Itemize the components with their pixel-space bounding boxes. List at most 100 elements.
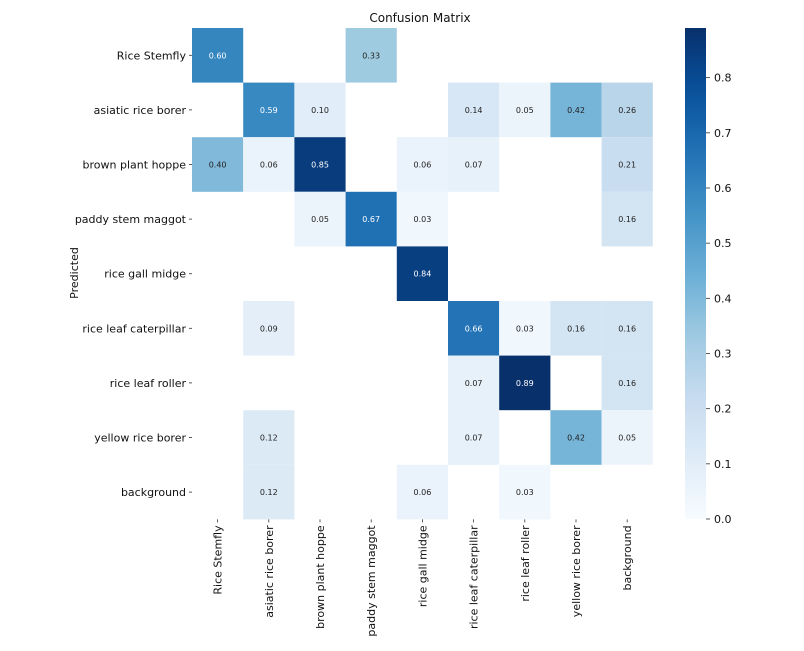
cell-value-label: 0.03 [516,324,534,333]
cell-value-label: 0.42 [567,106,585,115]
heatmap-cell [550,410,602,465]
cell-value-label: 0.06 [413,488,431,497]
heatmap-cell [550,82,602,138]
y-axis-label: Predicted [68,247,81,299]
heatmap-cell [499,301,551,356]
cell-value-label: 0.12 [260,434,278,443]
heatmap-cell [294,191,346,247]
x-tick-label: brown plant hoppe [314,525,327,629]
x-tick-labels: Rice Stemfly asiatic rice borer brown plan… [212,519,634,637]
y-tick-labels: Rice Stemfly asiatic rice borer brown plan… [75,49,192,499]
heatmap-cell [499,464,551,520]
heatmap-cell [499,355,551,411]
heatmap-cell [345,28,397,83]
x-tick-label: Rice Stemfly [212,525,225,595]
colorbar-tick-label: 0.4 [714,292,732,305]
y-tick-label: rice gall midge [104,268,186,281]
cell-value-label: 0.05 [516,106,534,115]
cell-value-label: 0.59 [260,106,278,115]
heatmap-cell [396,246,448,301]
y-tick-label: asiatic rice borer [94,104,187,117]
colorbar-tick-label: 0.2 [714,403,732,416]
cell-value-label: 0.07 [465,434,483,443]
heatmap-cell [396,137,448,192]
cell-value-label: 0.06 [413,161,431,170]
colorbar-tick-label: 0.5 [714,237,732,250]
cell-value-label: 0.07 [465,161,483,170]
colorbar: 0.0 0.1 0.2 0.3 0.4 0.5 0.6 0.7 0.8 [685,28,732,526]
cell-value-label: 0.66 [465,324,483,333]
heatmap-cell [243,301,295,356]
colorbar-gradient [685,28,706,519]
heatmap-cell [601,191,653,247]
y-tick-label: rice leaf caterpillar [82,322,186,335]
heatmap-cell [294,137,346,192]
heatmap-cell [243,464,295,520]
x-tick-label: paddy stem maggot [365,525,378,637]
x-tick-label: asiatic rice borer [263,525,276,618]
cell-value-label: 0.03 [413,215,431,224]
cell-value-label: 0.67 [362,215,380,224]
y-tick-label: yellow rice borer [94,432,186,445]
cell-value-label: 0.40 [209,161,227,170]
chart-title: Confusion Matrix [369,11,470,25]
cell-value-label: 0.89 [516,379,534,388]
cell-value-label: 0.16 [618,324,636,333]
colorbar-tick-label: 0.0 [714,513,732,526]
heatmap-cell [601,410,653,465]
x-tick-label: rice leaf caterpillar [468,525,481,629]
heatmap-cell [601,82,653,138]
heatmap-cell [448,410,500,465]
x-tick-label: background [621,525,634,590]
cell-value-label: 0.12 [260,488,278,497]
cell-value-label: 0.16 [618,379,636,388]
heatmap-cell [243,137,295,192]
cell-value-label: 0.05 [618,434,636,443]
heatmap-cell [601,355,653,411]
colorbar-tick-label: 0.6 [714,182,732,195]
heatmap-cell [448,355,500,411]
cell-value-label: 0.06 [260,161,278,170]
y-tick-label: background [121,486,186,499]
heatmap-cell [345,191,397,247]
heatmap-cell [448,137,500,192]
heatmap-cell [294,82,346,138]
cell-value-label: 0.84 [413,270,431,279]
cell-value-label: 0.03 [516,488,534,497]
cell-value-label: 0.09 [260,324,278,333]
heatmap-cell [601,137,653,192]
cell-value-label: 0.16 [567,324,585,333]
heatmap-cell [192,28,244,83]
cell-value-label: 0.07 [465,379,483,388]
heatmap-cells: 0.60 0.33 0.59 0.10 0.14 0.05 0.42 0.26 0.40 0.06… [192,28,653,520]
x-tick-label: rice gall midge [416,525,429,607]
heatmap-cell [550,301,602,356]
cell-value-label: 0.60 [209,51,227,60]
cell-value-label: 0.14 [465,106,483,115]
cell-value-label: 0.85 [311,161,329,170]
cell-value-label: 0.33 [362,51,380,60]
cell-value-label: 0.42 [567,434,585,443]
heatmap-cell [243,410,295,465]
cell-value-label: 0.10 [311,106,329,115]
heatmap-cell [448,301,500,356]
cell-value-label: 0.21 [618,161,636,170]
y-tick-label: paddy stem maggot [75,213,187,226]
x-tick-label: rice leaf roller [519,525,532,602]
heatmap-cell [601,301,653,356]
heatmap-cell [448,82,500,138]
cell-value-label: 0.16 [618,215,636,224]
cell-value-label: 0.26 [618,106,636,115]
cell-value-label: 0.05 [311,215,329,224]
heatmap-cell [396,464,448,520]
heatmap-cell [243,82,295,138]
y-tick-label: Rice Stemfly [117,49,187,62]
colorbar-tick-label: 0.1 [714,458,732,471]
heatmap-cell [499,82,551,138]
heatmap-cell [192,137,244,192]
colorbar-tick-label: 0.8 [714,72,732,85]
x-tick-label: yellow rice borer [570,525,583,617]
heatmap-cell [396,191,448,247]
y-tick-label: rice leaf roller [110,377,187,390]
